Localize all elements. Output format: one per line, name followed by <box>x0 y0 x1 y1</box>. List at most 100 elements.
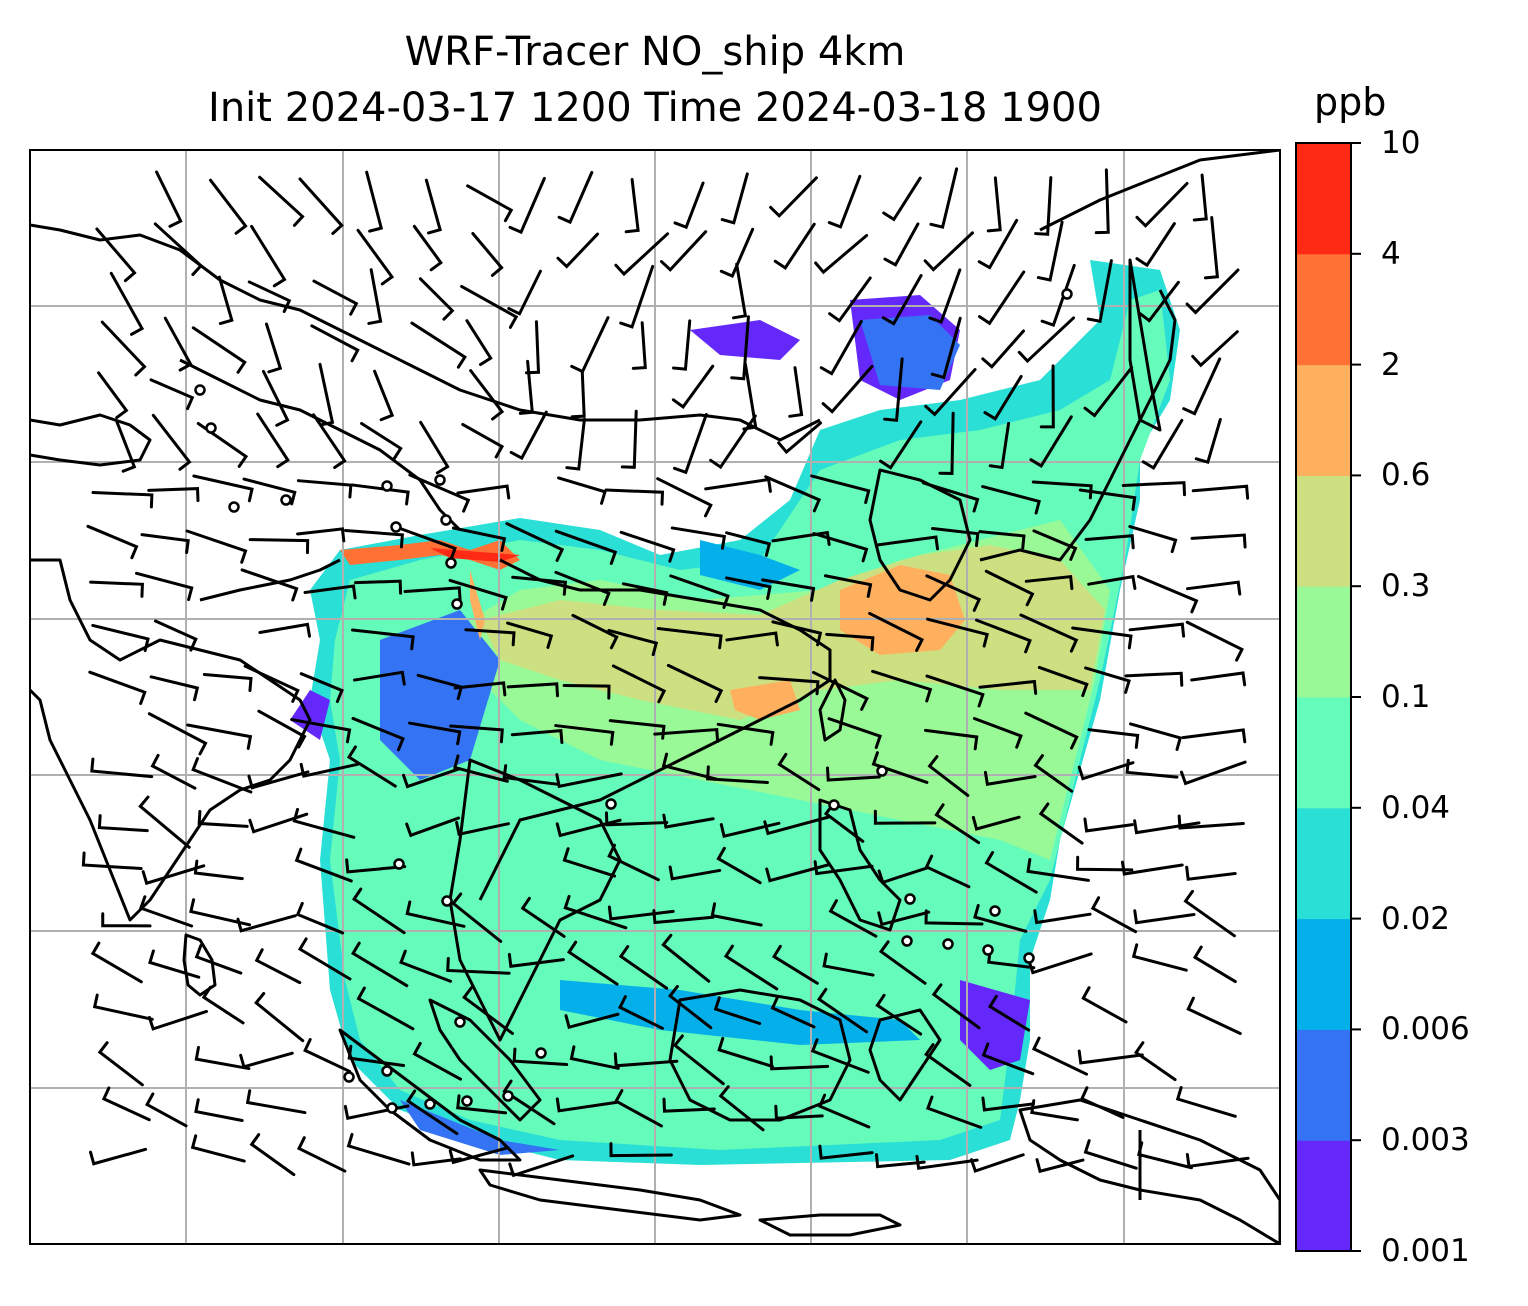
wind-barb <box>247 280 292 314</box>
wind-barb <box>720 172 749 225</box>
wind-barb <box>877 910 931 927</box>
wind-barb <box>788 366 804 418</box>
wind-barb <box>424 178 442 235</box>
wind-barb <box>356 228 395 286</box>
wind-barb <box>927 755 970 797</box>
chart-title-line1: WRF-Tracer NO_ship 4km <box>404 29 906 75</box>
wind-barb <box>1203 216 1220 280</box>
coastline-taiwan <box>818 678 847 742</box>
coastline-indochina <box>448 758 622 1042</box>
wind-barb <box>367 268 383 325</box>
wind-barb <box>883 222 920 267</box>
wind-barb <box>934 803 981 845</box>
calm-marker <box>280 494 292 506</box>
wind-barb <box>507 269 542 316</box>
wind-barb <box>672 413 708 475</box>
wind-barb <box>90 941 143 984</box>
wind-barb <box>609 1142 673 1158</box>
wind-barb <box>978 530 1026 550</box>
wind-barb <box>455 820 510 836</box>
wind-barb <box>91 491 154 509</box>
field-band-0.04b <box>560 980 920 1045</box>
wind-barb <box>346 745 397 788</box>
wind-barb <box>631 321 647 370</box>
wind-barb <box>554 570 611 607</box>
wind-barb <box>461 422 505 459</box>
wind-barb <box>571 613 619 650</box>
wind-barb <box>984 851 1038 894</box>
coastlines <box>30 150 1280 1244</box>
wind-barb <box>564 1012 620 1030</box>
wind-barb <box>254 992 305 1043</box>
wind-barb <box>296 527 346 543</box>
wind-barb <box>774 1104 824 1120</box>
tracer-concentration-field <box>290 260 1180 1165</box>
wind-barb <box>1125 758 1179 779</box>
colorbar-tick-label: 0.02 <box>1381 900 1451 937</box>
wind-barb <box>95 227 137 283</box>
wind-barb <box>351 716 405 752</box>
wind-barb <box>1077 761 1135 781</box>
wind-barb <box>1076 855 1134 872</box>
wind-barb <box>874 1153 926 1169</box>
wind-barb <box>81 851 143 870</box>
wind-barb <box>505 522 565 562</box>
wind-barb <box>356 986 415 1031</box>
wind-barb <box>462 986 514 1035</box>
wind-barb <box>511 575 568 596</box>
wind-barb <box>670 526 727 550</box>
wind-barb <box>562 684 611 700</box>
colorbar-tick-label: 0.001 <box>1381 1233 1470 1269</box>
wind-barb <box>290 718 352 744</box>
coastline-java <box>478 1168 742 1222</box>
wind-barb <box>145 1092 188 1128</box>
calm-marker <box>901 935 913 947</box>
map-frame <box>29 149 1281 1245</box>
wind-barb <box>1033 754 1074 793</box>
colorbar-segment <box>1296 364 1351 476</box>
colorbar-tick-label: 0.04 <box>1381 789 1451 826</box>
wind-barb <box>191 756 253 794</box>
wind-barb <box>248 538 310 555</box>
wind-barb <box>141 864 206 886</box>
wind-barb <box>1090 896 1138 934</box>
wind-barb <box>258 175 305 227</box>
calm-marker <box>386 1102 398 1114</box>
wind-barb <box>812 532 869 563</box>
wind-barb <box>771 944 819 985</box>
field-band-0.02 <box>860 315 960 390</box>
wind-barb <box>875 993 923 1036</box>
wind-barb <box>240 568 299 602</box>
wind-barb <box>973 904 1028 933</box>
wind-barb <box>555 772 623 789</box>
colorbar-tick-label: 0.3 <box>1381 568 1431 605</box>
wind-barb <box>1031 480 1093 500</box>
wind-barb <box>557 170 594 225</box>
calm-marker <box>228 501 240 513</box>
wind-barb <box>1078 488 1137 511</box>
wind-barb <box>928 268 962 324</box>
wind-barb <box>1128 525 1178 554</box>
wind-barb <box>310 324 360 363</box>
wind-barb <box>1185 268 1240 315</box>
wind-barb <box>669 574 730 609</box>
wind-barb <box>930 316 962 380</box>
calm-marker <box>535 1047 547 1059</box>
calm-marker <box>1023 952 1035 964</box>
wind-barb <box>764 475 822 513</box>
wind-barb <box>673 181 705 230</box>
calm-marker <box>205 422 217 434</box>
wind-barb <box>825 632 875 652</box>
wind-barb <box>1086 259 1113 324</box>
wind-barb <box>607 905 675 921</box>
calm-wind-markers <box>194 288 1073 1114</box>
wind-barb <box>716 846 762 885</box>
wind-barb <box>147 712 208 756</box>
wind-barb <box>352 887 406 935</box>
wind-barb <box>509 410 548 461</box>
wind-barb <box>408 473 471 513</box>
calm-marker <box>1061 288 1073 300</box>
wind-barb <box>299 672 344 704</box>
wind-barb <box>604 811 669 827</box>
coastline-sumatra <box>338 1028 522 1162</box>
